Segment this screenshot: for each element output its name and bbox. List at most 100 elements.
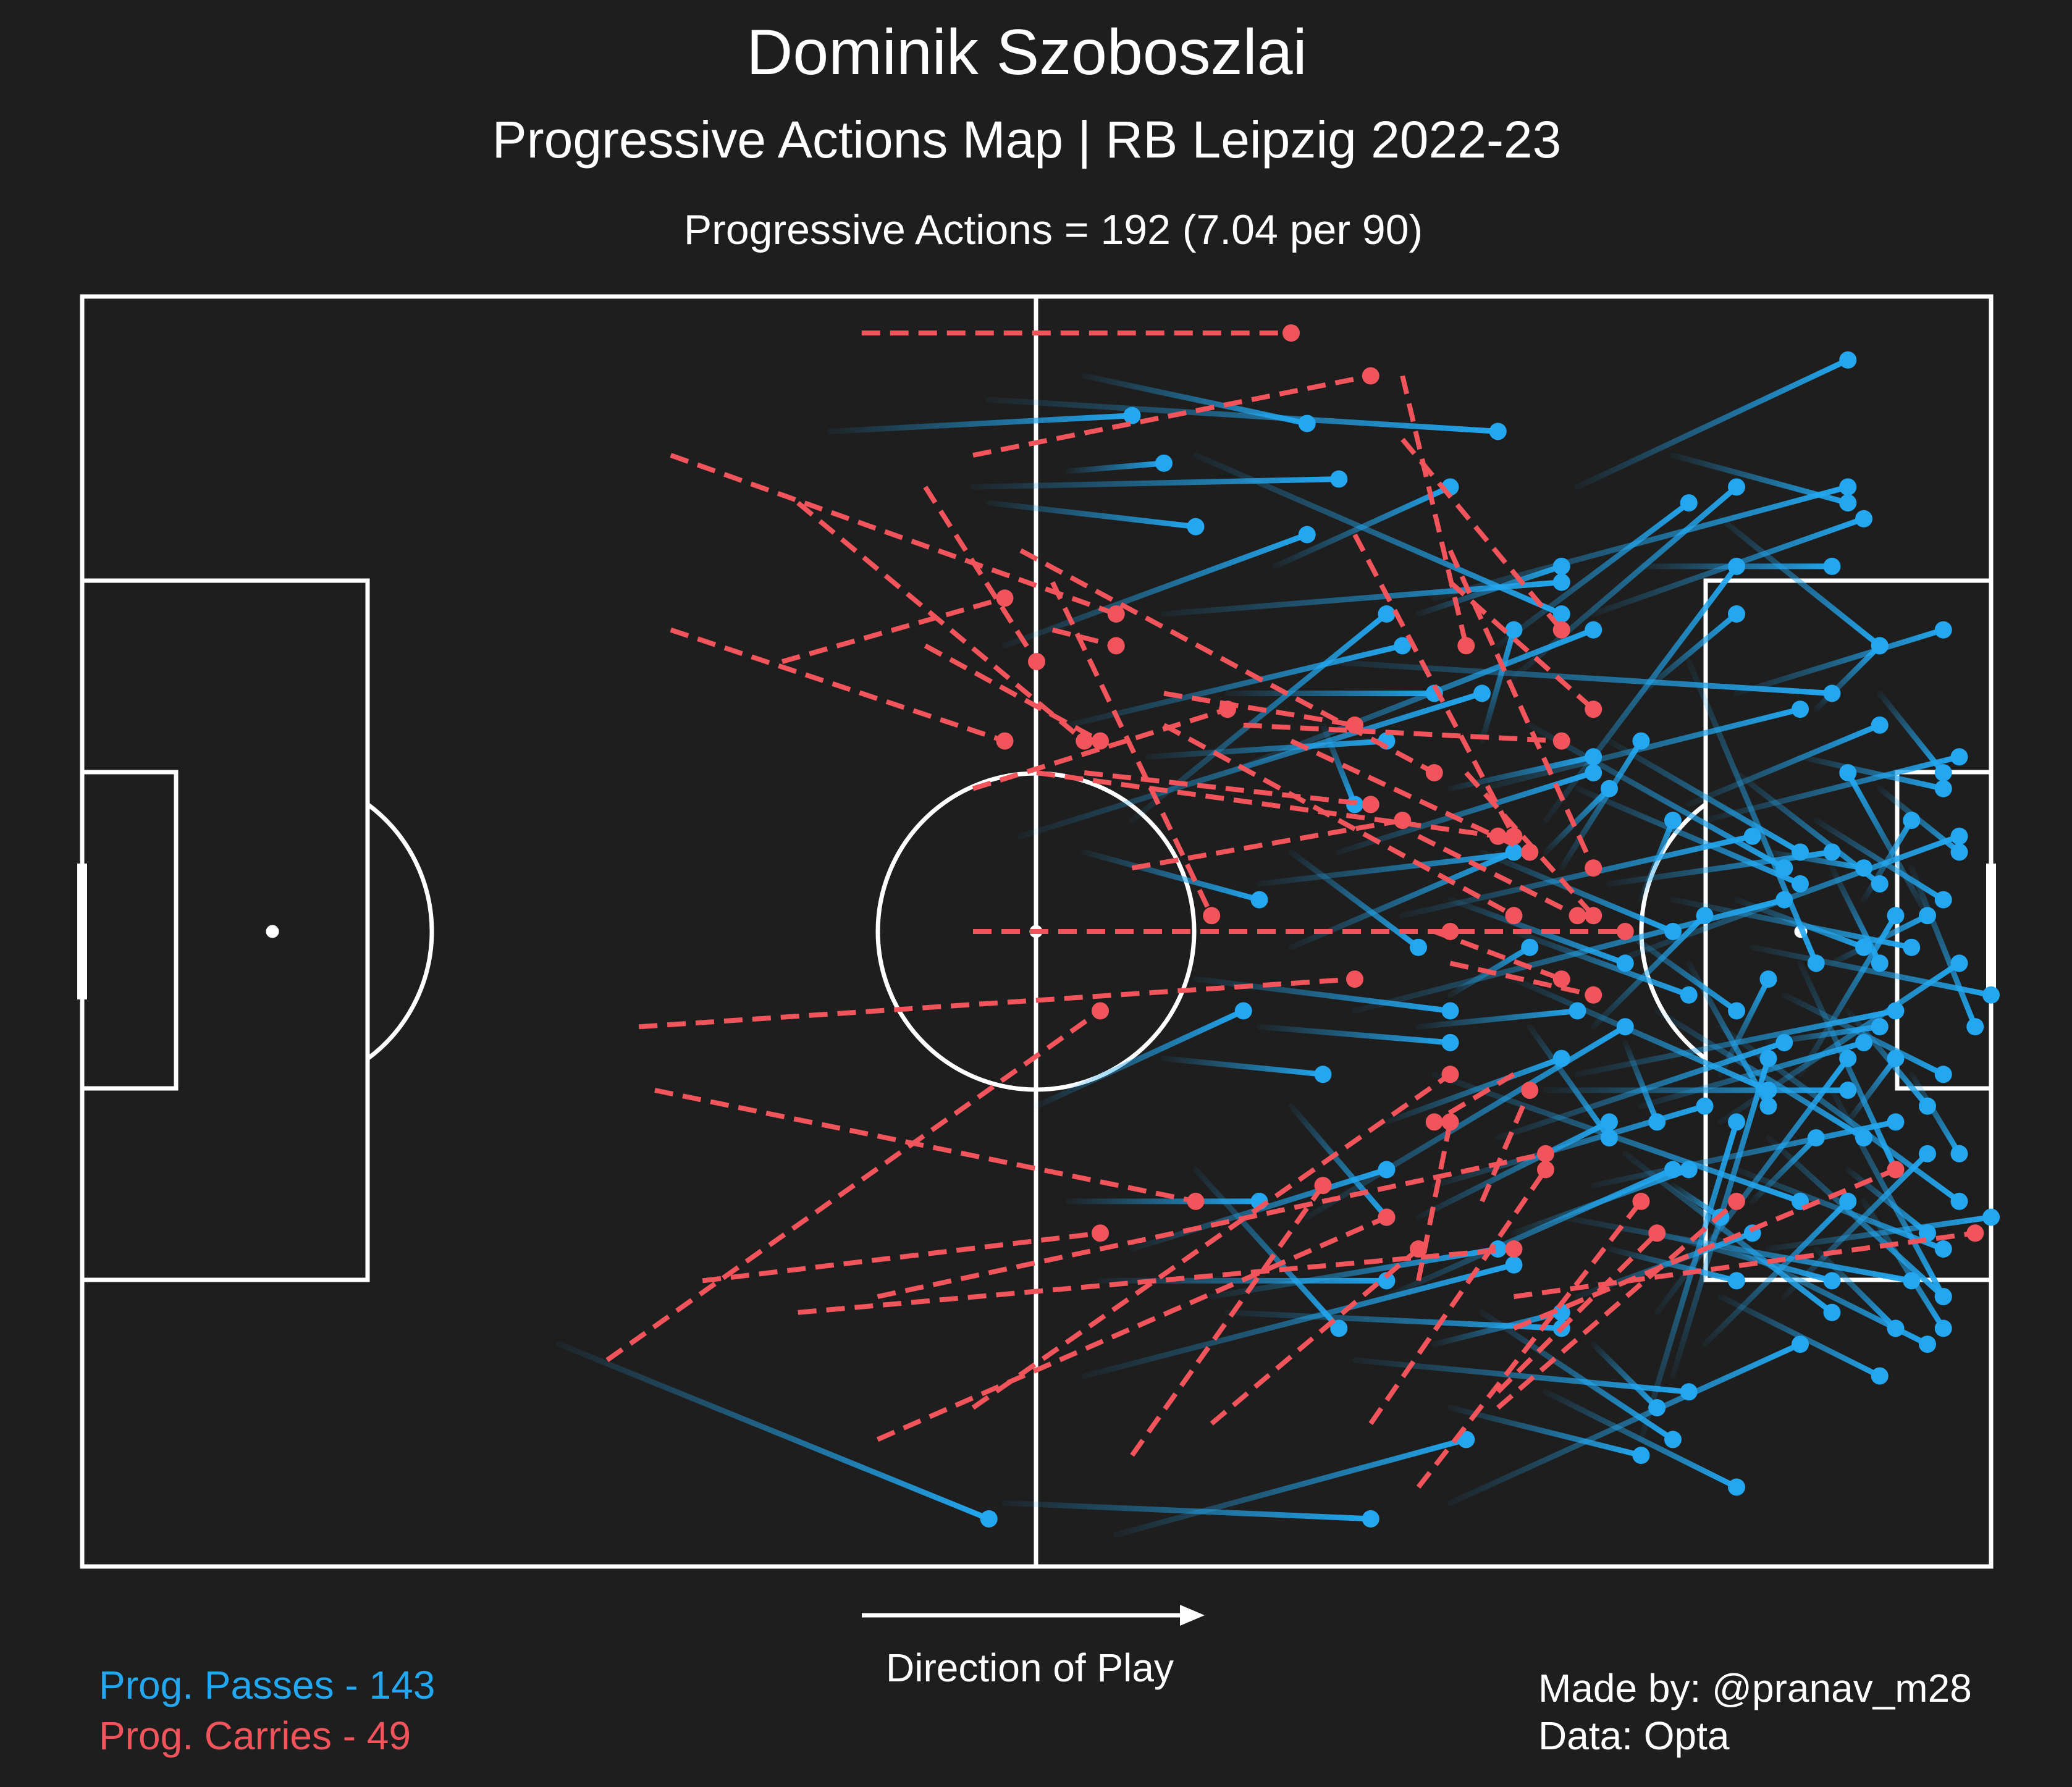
pass-mark: [1017, 684, 1491, 839]
carry-end-point: [1203, 907, 1221, 925]
pass-end-point: [1314, 1066, 1332, 1083]
pass-end-point: [1330, 1319, 1348, 1337]
pass-line: [1511, 1167, 1692, 1236]
carry-line: [1480, 1089, 1532, 1203]
pass-line: [1257, 849, 1533, 887]
carry-mark: [1051, 627, 1125, 655]
carry-end-point: [1552, 621, 1570, 639]
carry-line: [1019, 548, 1436, 775]
pass-end-point: [1903, 812, 1921, 830]
carry-mark: [670, 453, 1125, 623]
pass-line: [1766, 849, 1867, 871]
pass-end-point: [1743, 827, 1761, 845]
carry-end-point: [1028, 653, 1045, 671]
pass-end-point: [1792, 700, 1809, 718]
pass-mark: [1590, 1113, 1905, 1188]
carry-end-point: [1552, 732, 1570, 750]
carry-end-point: [1092, 732, 1109, 750]
pass-mark: [1161, 1056, 1332, 1083]
carry-mark: [1400, 375, 1475, 655]
pass-end-point: [1234, 1002, 1252, 1020]
pass-end-point: [1728, 478, 1745, 496]
pass-end-point: [1648, 1399, 1666, 1416]
carry-mark: [1513, 1224, 1984, 1300]
carry-mark: [1416, 1113, 1459, 1282]
pass-end-point: [1728, 1002, 1745, 1020]
pass-line: [1781, 992, 1947, 1077]
pass-line: [1543, 786, 1612, 855]
pass-line: [1193, 452, 1565, 617]
pass-end-point: [1950, 748, 1968, 766]
carry-mark: [1130, 1177, 1332, 1457]
carry-line: [1243, 722, 1562, 744]
pass-end-point: [1362, 1510, 1379, 1528]
pass-line: [1447, 1405, 1644, 1458]
pass-end-point: [1934, 891, 1952, 909]
pass-end-point: [1505, 1256, 1523, 1274]
carry-line: [1050, 581, 1214, 917]
pass-line: [1717, 516, 1883, 649]
pass-line: [1288, 1103, 1389, 1221]
pass-mark: [986, 397, 1507, 440]
pass-mark: [1829, 865, 1889, 972]
pass-end-point: [1441, 1002, 1459, 1020]
pass-mark: [1750, 1129, 1825, 1205]
carry-end-point: [1887, 1161, 1905, 1179]
pass-end-point: [980, 1510, 998, 1528]
pass-mark: [1447, 1405, 1650, 1465]
pass-end-point: [1823, 1272, 1841, 1290]
carry-end-point: [1457, 637, 1475, 655]
carry-end-point: [1966, 1224, 1984, 1242]
pass-line: [1575, 786, 1803, 887]
pass-mark: [1766, 1018, 1889, 1046]
pass-line: [1511, 976, 1771, 1093]
pass-line: [1479, 1310, 1676, 1442]
pass-mark: [1304, 1018, 1634, 1221]
pass-end-point: [1664, 923, 1682, 940]
pass-mark: [1511, 478, 1745, 681]
carry-line: [877, 1151, 1546, 1300]
carry-mark: [1210, 1240, 1427, 1426]
carry-end-point: [1648, 1224, 1666, 1242]
carry-mark: [1425, 1072, 1515, 1131]
pass-end-point: [1728, 1478, 1745, 1496]
carry-mark: [1400, 437, 1570, 639]
pass-end-point: [1505, 621, 1523, 639]
pass-end-point: [1919, 1145, 1936, 1163]
carry-mark: [923, 486, 1045, 671]
carry-line: [1368, 1168, 1548, 1425]
pass-end-point: [1982, 1208, 2000, 1226]
carry-line: [1163, 723, 1515, 918]
pass-line: [557, 1341, 992, 1522]
pass-end-point: [1680, 1161, 1698, 1179]
pass-line: [1717, 976, 1771, 1077]
pass-mark: [1066, 637, 1412, 728]
carry-end-point: [1585, 859, 1602, 877]
legend-passes: Prog. Passes - 143: [99, 1663, 435, 1707]
carry-mark: [1084, 770, 1379, 814]
pass-mark: [1257, 1024, 1459, 1051]
pass-end-point: [1123, 406, 1141, 424]
pass-line: [1384, 1056, 1565, 1125]
carry-mark: [973, 923, 1634, 940]
pass-line: [1145, 738, 1389, 760]
carry-line: [1496, 1231, 1659, 1394]
pass-line: [970, 476, 1342, 490]
carry-mark: [796, 501, 1093, 750]
pass-line: [1066, 642, 1405, 728]
pass-end-point: [1552, 1049, 1570, 1067]
pass-mark: [1081, 1256, 1523, 1379]
pass-line: [1543, 1389, 1740, 1490]
carry-end-point: [1346, 970, 1363, 988]
pass-line: [1622, 928, 1740, 1014]
pass-line: [1495, 1040, 1787, 1141]
pass-mark: [1590, 1341, 1666, 1416]
direction-label: Direction of Play: [886, 1646, 1174, 1690]
pass-mark: [1654, 1008, 1872, 1147]
pass-line: [1017, 691, 1485, 839]
pass-line: [1845, 1167, 1931, 1236]
carry-end-point: [1585, 986, 1602, 1004]
pass-end-point: [1378, 605, 1396, 623]
pass-line: [1908, 1071, 1962, 1157]
pass-line: [986, 500, 1198, 530]
